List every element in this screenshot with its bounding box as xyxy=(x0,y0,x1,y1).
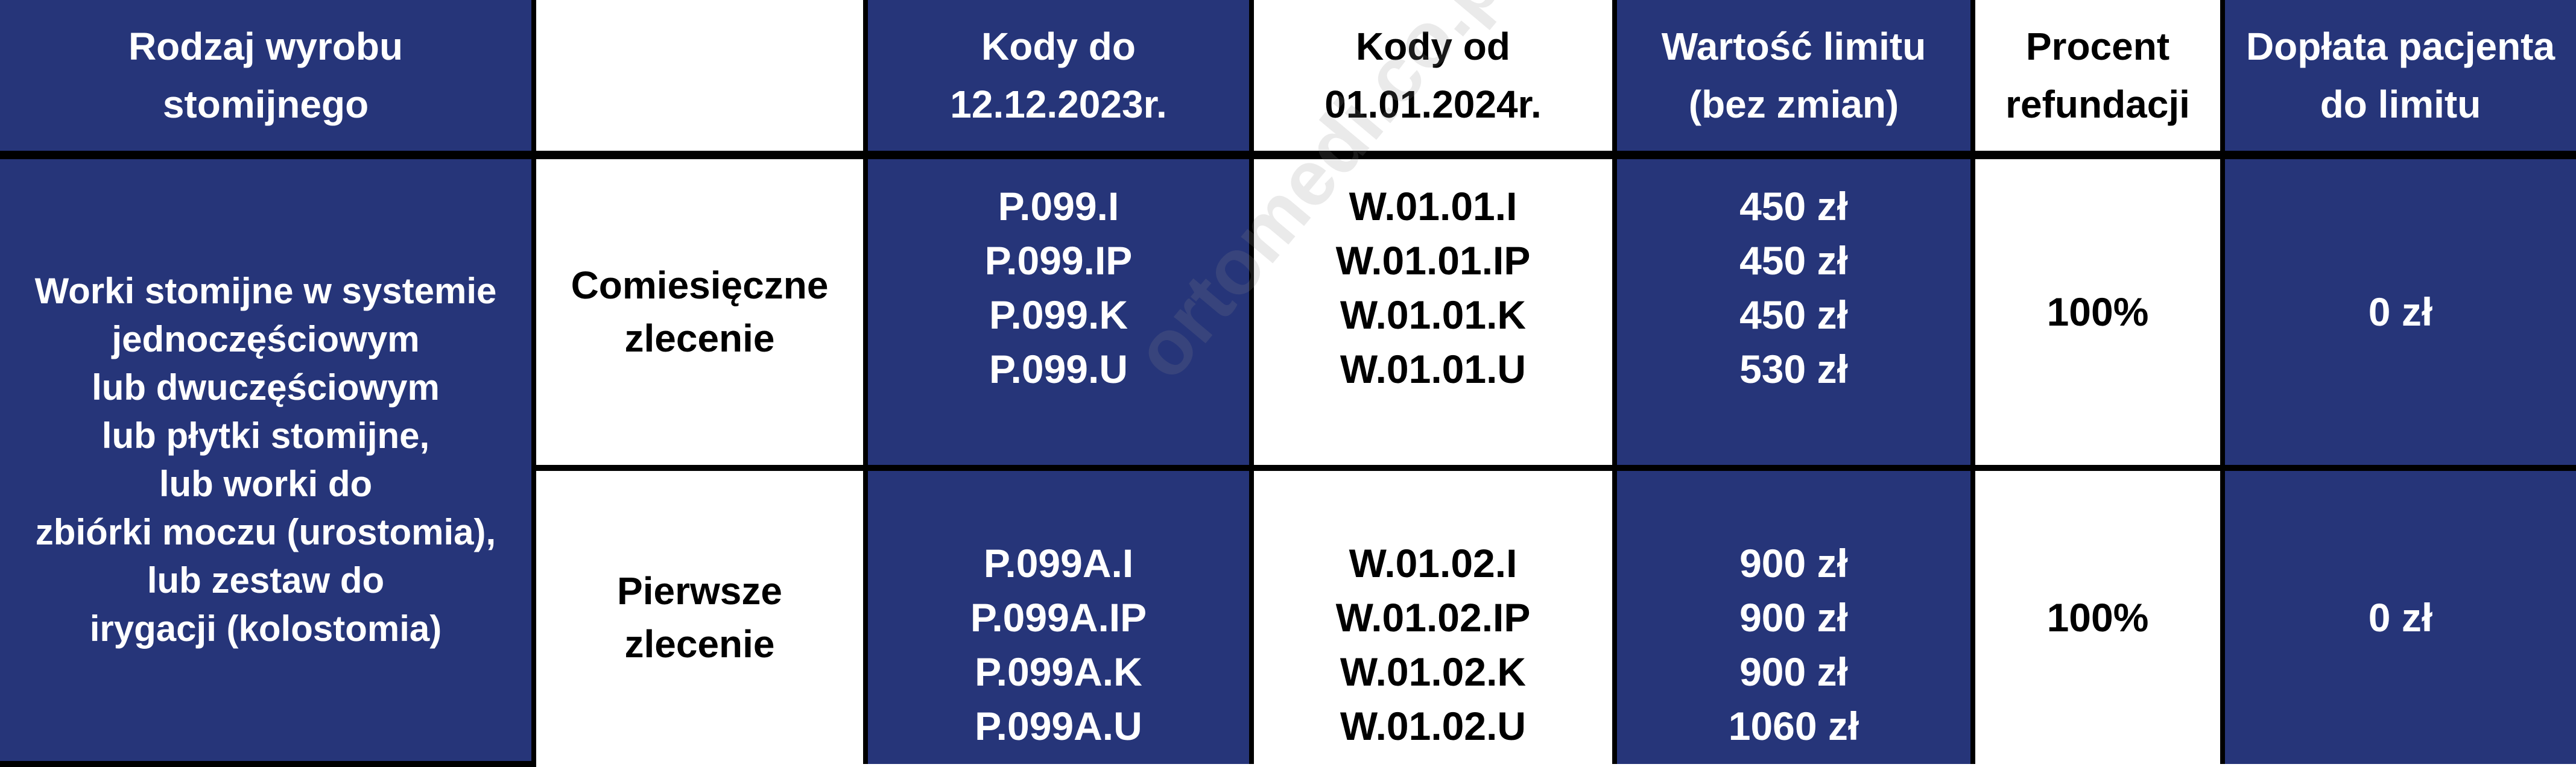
header-text: Procent xyxy=(2025,25,2170,69)
header-empty xyxy=(531,0,868,160)
spacer xyxy=(868,482,1249,536)
code: P.099A.IP xyxy=(970,595,1147,640)
code: W.01.01.K xyxy=(1340,292,1527,338)
code: P.099A.U xyxy=(975,703,1142,748)
code: P.099A.I xyxy=(983,540,1134,586)
header-text: Rodzaj wyrobu xyxy=(128,25,403,69)
limit-value: 1060 zł xyxy=(1728,703,1859,748)
code: P.099.K xyxy=(989,292,1128,338)
header-text: refundacji xyxy=(2005,83,2190,127)
code: W.01.02.IP xyxy=(1335,595,1531,640)
header-text: 01.01.2024r. xyxy=(1324,83,1542,127)
code: W.01.02.U xyxy=(1340,703,1527,748)
header-text: Wartość limitu xyxy=(1661,25,1926,69)
limit-value: 900 zł xyxy=(1739,649,1848,694)
product-kind-line: zbiórki moczu (urostomia), xyxy=(35,512,496,553)
percent-cell: 100% xyxy=(1970,465,2225,764)
codes-old-cell: P.099.I P.099.IP P.099.K P.099.U xyxy=(863,153,1254,471)
header-text: Dopłata pacjenta xyxy=(2245,25,2555,69)
header-text: do limitu xyxy=(2320,83,2481,127)
product-kind-line: lub płytki stomijne, xyxy=(101,415,430,456)
spacer xyxy=(1617,396,1970,444)
header-codes-new: Kody od 01.01.2024r. xyxy=(1249,0,1617,160)
limit-cell: 450 zł 450 zł 450 zł 530 zł xyxy=(1612,153,1975,471)
order-text: Comiesięczne xyxy=(571,264,829,308)
code: P.099.IP xyxy=(984,238,1133,283)
percent-cell: 100% xyxy=(1970,153,2225,471)
limit-value: 450 zł xyxy=(1739,184,1848,229)
code: W.01.01.I xyxy=(1349,184,1517,229)
spacer xyxy=(1254,396,1612,444)
code: P.099A.K xyxy=(975,649,1142,694)
product-kind-line: irygacji (kolostomia) xyxy=(89,608,442,649)
codes-new-cell: W.01.02.I W.01.02.IP W.01.02.K W.01.02.U xyxy=(1249,465,1617,764)
codes-old-cell: P.099A.I P.099A.IP P.099A.K P.099A.U xyxy=(863,465,1254,764)
code: W.01.02.K xyxy=(1340,649,1527,694)
limit-cell: 900 zł 900 zł 900 zł 1060 zł xyxy=(1612,465,1975,764)
codes-new-cell: W.01.01.I W.01.01.IP W.01.01.K W.01.01.U xyxy=(1249,153,1617,471)
header-text: Kody od xyxy=(1356,25,1510,69)
product-kind-line: lub zestaw do xyxy=(147,560,385,601)
copay-cell: 0 zł xyxy=(2220,465,2576,764)
spacer xyxy=(1617,482,1970,536)
header-percent: Procent refundacji xyxy=(1970,0,2225,160)
limit-value: 530 zł xyxy=(1739,347,1848,392)
header-kind: Rodzaj wyrobu stomijnego xyxy=(0,0,536,160)
product-kind-line: Worki stomijne w systemie xyxy=(34,271,497,312)
header-limit: Wartość limitu (bez zmian) xyxy=(1612,0,1975,160)
order-type-cell: Pierwsze zlecenie xyxy=(534,465,868,764)
spacer xyxy=(868,396,1249,444)
limit-value: 450 zł xyxy=(1739,238,1848,283)
product-kind-line: jednoczęściowym xyxy=(112,319,420,360)
copay-cell: 0 zł xyxy=(2220,153,2576,471)
spacer xyxy=(1254,482,1612,536)
order-type-cell: Comiesięczne zlecenie xyxy=(531,153,868,471)
code: P.099.U xyxy=(989,347,1128,392)
order-text: Pierwsze xyxy=(617,569,782,613)
order-text: zlecenie xyxy=(624,622,775,666)
code: W.01.02.I xyxy=(1349,540,1517,586)
code: W.01.01.IP xyxy=(1335,238,1531,283)
table-row: Worki stomijne w systemie jednoczęściowy… xyxy=(0,153,2576,767)
header-text: stomijnego xyxy=(162,83,369,127)
limit-value: 450 zł xyxy=(1739,292,1848,338)
code: W.01.01.U xyxy=(1340,347,1527,392)
header-text: 12.12.2023r. xyxy=(950,83,1167,127)
header-text: (bez zmian) xyxy=(1688,83,1899,127)
header-text: Kody do xyxy=(981,25,1136,69)
product-kind-line: lub worki do xyxy=(159,464,373,505)
table-row: Pierwsze zlecenie P.099A.I P.099A.IP P.099A… xyxy=(0,465,2576,764)
header-copay: Dopłata pacjenta do limitu xyxy=(2220,0,2576,160)
product-kind-line: lub dwuczęściowym xyxy=(92,367,440,408)
order-text: zlecenie xyxy=(624,317,775,361)
limit-value: 900 zł xyxy=(1739,540,1848,586)
header-row: Rodzaj wyrobu stomijnego Kody do 12.12.202… xyxy=(0,0,2576,160)
limit-value: 900 zł xyxy=(1739,595,1848,640)
header-codes-old: Kody do 12.12.2023r. xyxy=(863,0,1254,160)
product-kind-cell: Worki stomijne w systemie jednoczęściowy… xyxy=(0,153,536,767)
code: P.099.I xyxy=(998,184,1119,229)
